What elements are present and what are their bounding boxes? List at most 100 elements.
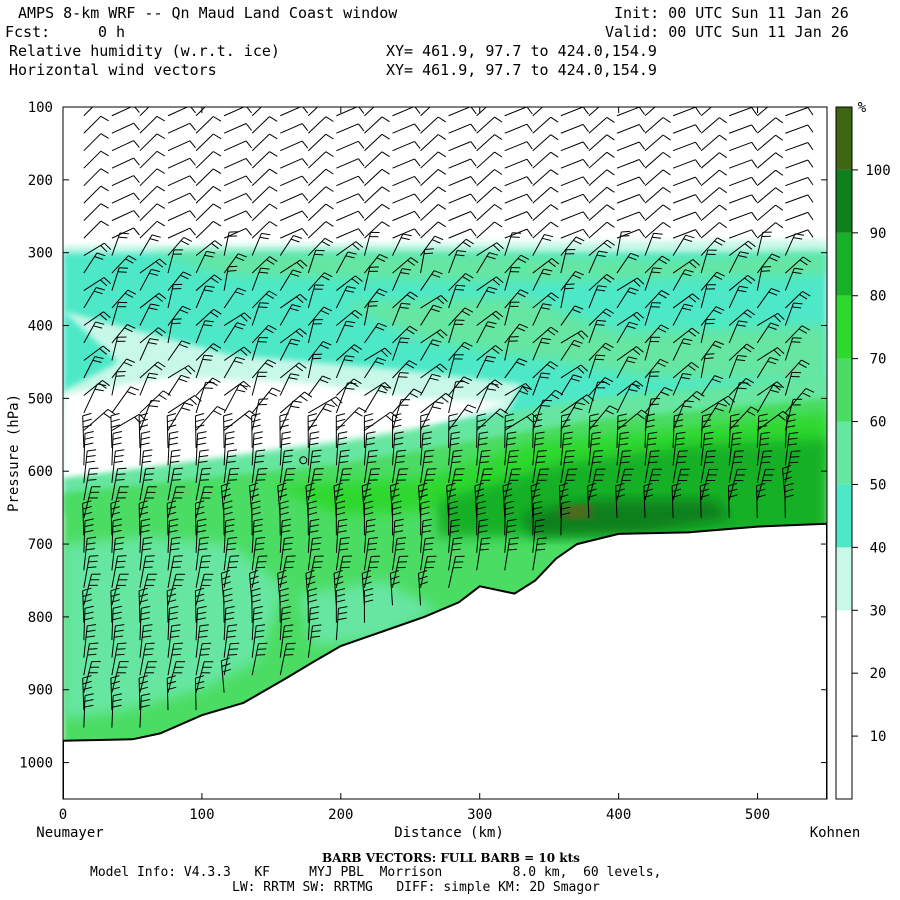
x-axis-ticks: 0 100 200 300 400 500 bbox=[59, 107, 770, 823]
wind-barb bbox=[280, 140, 309, 152]
wind-barb bbox=[336, 275, 363, 291]
wind-barb bbox=[672, 269, 694, 291]
wind-barb bbox=[644, 358, 669, 379]
wind-barb bbox=[139, 431, 151, 466]
wind-barb bbox=[784, 387, 815, 414]
wind-barb bbox=[251, 642, 268, 676]
wind-barb bbox=[560, 330, 589, 344]
wind-barb bbox=[279, 269, 302, 291]
wind-barb bbox=[279, 587, 289, 623]
wind-barb bbox=[391, 537, 407, 571]
wind-barb bbox=[307, 353, 323, 379]
wind-barb bbox=[448, 341, 473, 361]
wind-barb bbox=[364, 186, 390, 204]
wind-barb bbox=[532, 450, 547, 483]
wind-barb bbox=[504, 141, 533, 152]
wind-barb bbox=[111, 157, 140, 169]
wind-barb bbox=[391, 500, 402, 536]
wind-barb bbox=[139, 518, 151, 553]
wind-barb bbox=[83, 252, 106, 274]
wind-barb bbox=[672, 338, 693, 361]
wind-barb bbox=[644, 431, 658, 466]
wind-barb bbox=[307, 249, 325, 274]
wind-barb bbox=[279, 431, 292, 466]
wind-barb bbox=[251, 371, 268, 396]
wind-barb bbox=[672, 293, 700, 309]
wind-barb bbox=[644, 302, 662, 326]
wind-barb bbox=[111, 386, 140, 414]
wind-barb bbox=[532, 537, 547, 571]
wind-barb bbox=[728, 343, 755, 361]
wind-barb bbox=[784, 302, 803, 326]
wind-barb bbox=[279, 328, 307, 344]
wind-barb bbox=[700, 353, 715, 379]
wind-barb bbox=[420, 401, 444, 431]
wind-barb bbox=[476, 413, 487, 448]
wind-barb bbox=[307, 555, 324, 588]
wind-barb bbox=[280, 175, 309, 187]
wind-barb bbox=[167, 555, 183, 588]
wind-barb bbox=[223, 518, 235, 553]
wind-barb bbox=[138, 412, 149, 448]
wind-barb bbox=[111, 449, 125, 483]
wind-barb bbox=[111, 336, 127, 361]
colorbar-label: 30 bbox=[870, 603, 887, 619]
x-tick-label: 100 bbox=[189, 807, 214, 823]
wind-barb bbox=[448, 123, 477, 134]
colorbar-label: 50 bbox=[870, 477, 887, 493]
wind-barb bbox=[728, 431, 742, 466]
wind-barb bbox=[83, 555, 99, 588]
wind-barb bbox=[223, 587, 233, 623]
wind-barb bbox=[476, 252, 498, 274]
wind-barb bbox=[223, 287, 247, 309]
wind-barb bbox=[195, 220, 222, 239]
wind-barb bbox=[728, 320, 748, 344]
wind-barb bbox=[729, 159, 758, 169]
wind-barb bbox=[280, 210, 309, 222]
wind-barb bbox=[532, 292, 559, 309]
wind-barb bbox=[672, 303, 694, 326]
wind-barb bbox=[448, 319, 465, 344]
wind-barb bbox=[336, 344, 363, 361]
wind-barb bbox=[251, 116, 278, 134]
wind-barb bbox=[729, 124, 758, 134]
wind-barb bbox=[588, 431, 601, 466]
wind-barb bbox=[532, 186, 559, 204]
wind-barb bbox=[448, 211, 477, 222]
wind-barb bbox=[420, 518, 432, 553]
wind-barb bbox=[223, 536, 238, 571]
wind-barb bbox=[448, 273, 474, 291]
wind-barb bbox=[504, 228, 533, 239]
wind-barb bbox=[139, 624, 153, 658]
wind-barb bbox=[532, 431, 545, 466]
wind-barb bbox=[83, 168, 109, 187]
wind-barb bbox=[336, 378, 362, 396]
wind-barb bbox=[476, 383, 499, 414]
wind-barb bbox=[476, 116, 503, 134]
wind-barb bbox=[448, 228, 477, 239]
wind-barb bbox=[616, 277, 645, 291]
wind-barb bbox=[166, 587, 177, 623]
colorbar-label: 80 bbox=[870, 289, 887, 305]
wind-barb bbox=[279, 362, 307, 379]
wind-barb bbox=[560, 364, 588, 379]
wind-barb bbox=[476, 500, 487, 536]
wind-barb bbox=[110, 587, 121, 623]
wind-barb bbox=[111, 122, 140, 134]
wind-barb bbox=[448, 107, 477, 117]
wind-barb bbox=[335, 355, 355, 379]
wind-barb bbox=[644, 232, 663, 256]
wind-barb bbox=[588, 450, 604, 483]
wind-barb bbox=[139, 467, 155, 501]
wind-barb bbox=[616, 321, 638, 344]
wind-barb bbox=[195, 274, 222, 291]
wind-barb bbox=[672, 176, 702, 187]
wind-barb bbox=[139, 642, 155, 676]
wind-barb bbox=[448, 193, 477, 204]
wind-barb bbox=[335, 537, 350, 571]
wind-barb bbox=[476, 107, 488, 117]
wind-barb bbox=[785, 194, 814, 204]
wind-barb bbox=[392, 372, 409, 396]
wind-barb bbox=[110, 500, 121, 536]
